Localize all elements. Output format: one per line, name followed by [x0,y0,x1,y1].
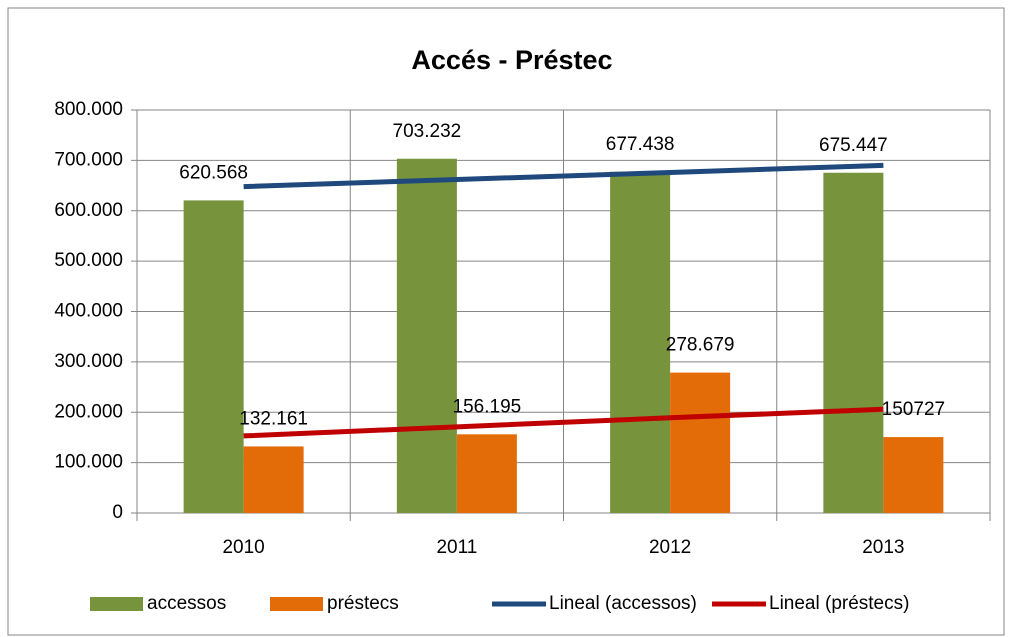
y-tick-label: 0 [112,502,123,523]
legend-label: Lineal (préstecs) [769,593,909,614]
bar [243,446,304,513]
bar [456,434,517,513]
data-label: 278.679 [666,335,735,356]
x-tick-label: 2013 [862,537,904,558]
legend-label: accessos [147,593,226,614]
data-label: 703.232 [393,121,462,142]
x-tick-label: 2010 [222,537,264,558]
y-tick-label: 300.000 [54,351,123,372]
legend-label: préstecs [327,593,399,614]
trend-line [243,406,884,439]
data-label: 132.161 [239,408,308,429]
y-tick-label: 500.000 [54,250,123,271]
data-label: 150727 [882,399,945,420]
legend-swatch [90,597,143,611]
y-tick-label: 600.000 [54,200,123,221]
x-tick-label: 2011 [436,537,477,558]
bar [396,158,457,513]
y-tick-label: 800.000 [54,99,123,120]
data-label: 620.568 [179,162,248,183]
bar [183,200,244,514]
bar [883,437,944,513]
bar [670,372,731,513]
data-label: 675.447 [819,135,888,156]
chart-title: Accés - Préstec [411,45,612,75]
data-label: 156.195 [453,396,522,417]
y-tick-label: 100.000 [54,452,123,473]
trend-line [243,162,884,190]
x-tick-label: 2012 [649,537,691,558]
y-tick-label: 400.000 [54,301,123,322]
bar [610,171,671,513]
data-label: 677.438 [606,134,675,155]
bar [823,172,884,513]
legend-swatch [270,597,323,611]
y-tick-label: 700.000 [54,149,123,170]
legend-label: Lineal (accessos) [549,593,697,614]
y-tick-label: 200.000 [54,401,123,422]
